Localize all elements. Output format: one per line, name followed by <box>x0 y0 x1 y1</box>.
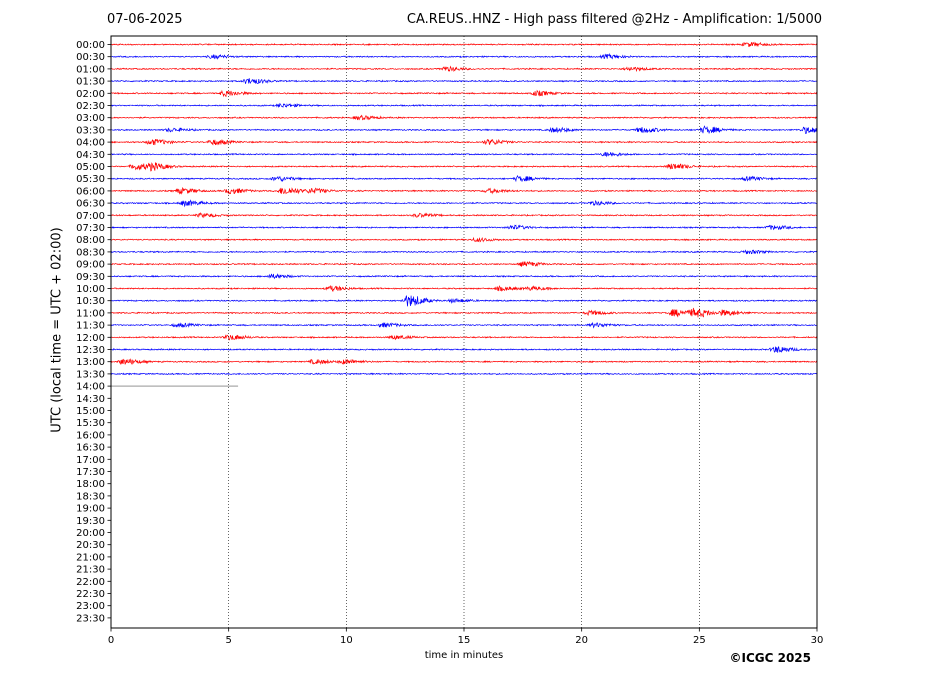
xtick-label: 5 <box>225 635 231 646</box>
ytick-label: 21:30 <box>76 565 105 576</box>
ytick-label: 03:30 <box>76 125 105 136</box>
ytick-label: 08:00 <box>76 235 105 246</box>
copyright-label: ©ICGC 2025 <box>729 651 811 665</box>
ytick-label: 04:00 <box>76 138 105 149</box>
ytick-label: 06:30 <box>76 199 105 210</box>
ytick-label: 19:30 <box>76 516 105 527</box>
xtick-label: 30 <box>811 635 824 646</box>
ytick-label: 16:00 <box>76 430 105 441</box>
ytick-label: 05:30 <box>76 174 105 185</box>
ytick-label: 22:00 <box>76 577 105 588</box>
ytick-label: 19:00 <box>76 504 105 515</box>
trace-0530 <box>110 174 818 183</box>
ytick-label: 13:30 <box>76 369 105 380</box>
date-label: 07-06-2025 <box>107 12 183 27</box>
xtick-label: 15 <box>458 635 471 646</box>
ytick-label: 01:30 <box>76 77 105 88</box>
ytick-label: 17:30 <box>76 467 105 478</box>
ytick-label: 15:00 <box>76 406 105 417</box>
ytick-label: 21:00 <box>76 552 105 563</box>
ytick-label: 04:30 <box>76 150 105 161</box>
ytick-label: 07:30 <box>76 223 105 234</box>
ytick-label: 18:30 <box>76 491 105 502</box>
trace-1230 <box>110 345 818 353</box>
ytick-label: 14:30 <box>76 394 105 405</box>
ytick-label: 15:30 <box>76 418 105 429</box>
trace-1200 <box>110 334 818 341</box>
xtick-label: 10 <box>340 635 353 646</box>
chart-title: CA.REUS..HNZ - High pass filtered @2Hz -… <box>406 12 822 27</box>
trace-0000 <box>110 41 818 48</box>
ytick-label: 07:00 <box>76 211 105 222</box>
ytick-label: 11:30 <box>76 321 105 332</box>
ytick-label: 22:30 <box>76 589 105 600</box>
ytick-label: 17:00 <box>76 455 105 466</box>
ytick-label: 12:00 <box>76 333 105 344</box>
trace-0600 <box>110 187 818 195</box>
ytick-label: 20:00 <box>76 528 105 539</box>
ytick-label: 01:00 <box>76 64 105 75</box>
trace-0730 <box>110 224 818 231</box>
ytick-label: 10:00 <box>76 284 105 295</box>
ytick-label: 09:00 <box>76 260 105 271</box>
ytick-label: 09:30 <box>76 272 105 283</box>
trace-0430 <box>111 151 818 158</box>
trace-1330 <box>110 372 818 376</box>
y-axis-label: UTC (local time = UTC + 02:00) <box>49 227 65 433</box>
minute-gridlines <box>228 36 700 628</box>
trace-1130 <box>110 321 818 329</box>
x-axis-label: time in minutes <box>424 650 504 661</box>
trace-0800 <box>110 236 818 243</box>
trace-0630 <box>110 199 818 208</box>
xtick-label: 20 <box>575 635 588 646</box>
xtick-label: 0 <box>108 635 114 646</box>
ytick-label: 00:30 <box>76 52 105 63</box>
ytick-label: 20:30 <box>76 540 105 551</box>
ytick-label: 23:30 <box>76 613 105 624</box>
ytick-label: 10:30 <box>76 296 105 307</box>
trace-1300 <box>110 358 818 365</box>
ytick-label: 13:00 <box>76 357 105 368</box>
ytick-label: 05:00 <box>76 162 105 173</box>
trace-0100 <box>110 65 818 73</box>
ytick-label: 14:00 <box>76 382 105 393</box>
ytick-label: 03:00 <box>76 113 105 124</box>
ytick-label: 12:30 <box>76 345 105 356</box>
ytick-label: 02:30 <box>76 101 105 112</box>
plot-frame <box>110 35 818 629</box>
trace-0500 <box>110 162 818 172</box>
trace-0700 <box>110 211 818 219</box>
ytick-label: 08:30 <box>76 247 105 258</box>
ytick-label: 02:00 <box>76 89 105 100</box>
ytick-label: 16:30 <box>76 443 105 454</box>
minute-axis: 0 5 10 15 20 25 30 <box>108 628 824 646</box>
ytick-label: 23:00 <box>76 601 105 612</box>
xtick-label: 25 <box>693 635 706 646</box>
ytick-label: 00:00 <box>76 40 105 51</box>
ytick-label: 06:00 <box>76 186 105 197</box>
ytick-label: 11:00 <box>76 308 105 319</box>
ytick-label: 18:00 <box>76 479 105 490</box>
